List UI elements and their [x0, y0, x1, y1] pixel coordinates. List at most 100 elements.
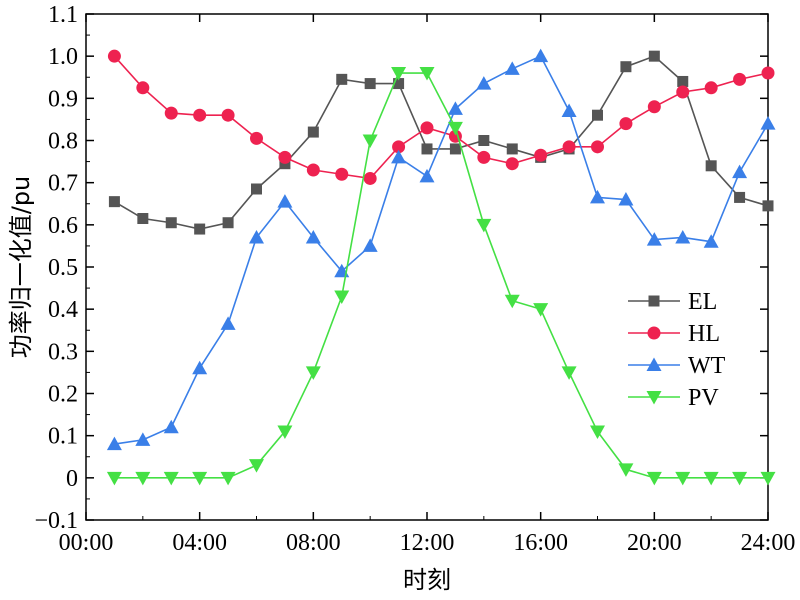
y-tick-label: 0.2 [48, 382, 78, 408]
data-point-el [705, 160, 717, 172]
data-point-pv [732, 471, 748, 486]
x-tick-label: 08:00 [286, 530, 341, 556]
data-point-el [336, 73, 348, 85]
data-point-hl [250, 131, 263, 145]
series-line-hl [113, 55, 769, 180]
data-point-el [734, 191, 746, 203]
x-tick-label: 20:00 [627, 530, 682, 556]
data-point-wt [277, 194, 293, 208]
data-point-wt [305, 229, 321, 244]
data-point-pv [220, 471, 236, 486]
data-point-pv [106, 471, 122, 486]
data-point-wt [703, 234, 719, 248]
data-point-wt [732, 164, 748, 179]
data-point-wt [675, 229, 691, 244]
data-point-hl [619, 117, 633, 131]
data-point-pv [618, 463, 634, 477]
data-point-hl [505, 157, 519, 171]
data-point-wt [533, 48, 549, 63]
x-tick-label: 04:00 [172, 530, 227, 556]
data-point-wt [504, 61, 520, 75]
data-point-hl [420, 121, 434, 135]
data-point-wt [391, 149, 407, 164]
data-point-wt [476, 76, 492, 90]
y-axis-title: 功率归一化值/pu [7, 176, 35, 359]
data-point-hl [392, 140, 406, 154]
data-point-hl [534, 148, 548, 162]
data-point-el [137, 213, 149, 225]
data-point-pv [760, 471, 776, 486]
x-axis-title: 时刻 [403, 566, 451, 594]
legend-item-el: EL [628, 289, 717, 315]
data-point-hl [221, 108, 235, 122]
data-point-wt [447, 101, 463, 115]
y-tick-label: 0 [66, 466, 78, 492]
data-point-hl [136, 81, 150, 95]
data-point-pv [703, 471, 719, 486]
legend-item-hl: HL [628, 321, 720, 347]
data-point-hl [704, 81, 718, 95]
legend-marker-el [648, 295, 660, 307]
data-point-pv [163, 471, 179, 486]
y-tick-label: 0.4 [48, 297, 78, 323]
data-point-hl [278, 150, 292, 164]
data-point-hl [647, 100, 661, 114]
data-point-hl [591, 140, 604, 154]
data-point-hl [164, 106, 178, 120]
data-point-el [478, 135, 490, 146]
data-point-el [648, 50, 660, 62]
y-tick-label: 0.3 [48, 339, 78, 365]
data-point-pv [362, 134, 378, 148]
data-point-wt [362, 238, 378, 252]
data-point-el [421, 143, 433, 155]
data-point-pv [391, 67, 407, 81]
data-point-el [108, 196, 120, 208]
legend-item-pv: PV [628, 385, 719, 411]
y-tick-label: 0.9 [48, 86, 78, 112]
series-pv [106, 67, 776, 486]
legend-label-wt: WT [688, 353, 726, 379]
data-point-pv [334, 290, 350, 305]
y-tick-label: 0.1 [48, 424, 78, 450]
plot-frame [85, 13, 769, 521]
y-tick-label: 0.6 [48, 213, 78, 239]
data-point-el [677, 75, 689, 87]
data-point-pv [646, 471, 662, 486]
data-point-wt [561, 103, 577, 117]
data-point-pv [476, 218, 492, 233]
data-point-hl [306, 163, 320, 177]
data-point-el [449, 143, 461, 155]
y-tick-label: −0.1 [34, 508, 78, 534]
legend-marker-hl [647, 326, 661, 340]
data-point-hl [676, 85, 690, 99]
y-tick-label: 0.7 [48, 171, 78, 197]
y-tick-label: 0.5 [48, 255, 78, 281]
legend-label-pv: PV [688, 385, 719, 411]
data-point-wt [220, 316, 236, 330]
data-point-wt [590, 189, 605, 204]
legend: EL HL WT PV [628, 289, 726, 411]
x-tick-label: 12:00 [400, 530, 455, 556]
series-line-wt [114, 55, 769, 445]
data-point-pv [590, 425, 605, 439]
data-point-wt [249, 229, 264, 244]
data-point-el [393, 78, 405, 90]
data-point-hl [363, 171, 377, 185]
data-point-el [194, 223, 206, 235]
x-tick-label: 00:00 [59, 530, 114, 556]
data-point-pv [419, 67, 435, 81]
data-point-el [506, 143, 518, 155]
x-tick-label: 24:00 [741, 530, 796, 556]
data-point-pv [249, 459, 264, 473]
data-point-hl [193, 108, 207, 122]
data-point-wt [135, 432, 151, 446]
data-point-hl [761, 66, 775, 80]
axes-group: 00:00 04:00 08:00 12:00 16:00 20:00 24:00 −0.1 0… [34, 2, 795, 556]
series-group [106, 48, 776, 486]
data-point-pv [305, 366, 321, 380]
data-point-wt [192, 360, 208, 375]
data-point-el [251, 183, 262, 195]
series-hl [107, 49, 775, 185]
